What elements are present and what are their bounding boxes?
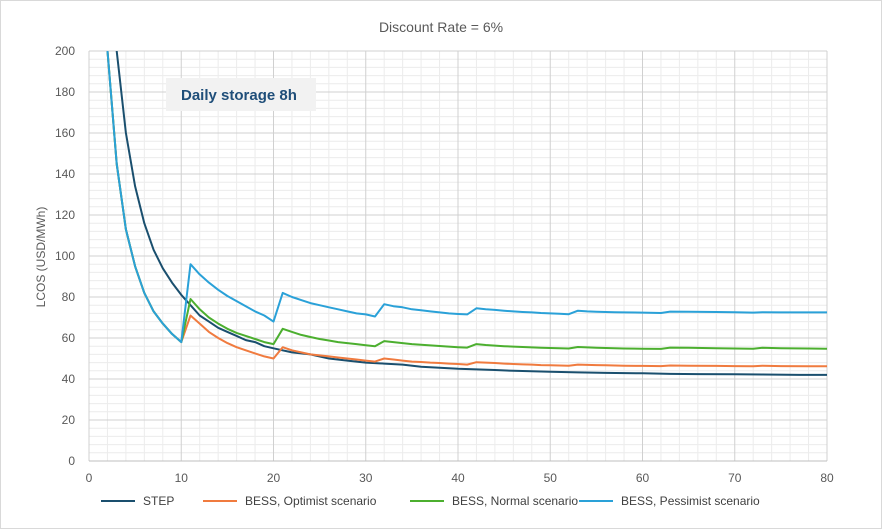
x-tick-label: 60: [636, 471, 650, 485]
legend-label-2: BESS, Normal scenario: [452, 494, 578, 508]
x-tick-label: 20: [267, 471, 281, 485]
major-grid: [88, 50, 828, 462]
y-tick-label: 120: [55, 208, 75, 222]
series-line-1: [106, 51, 827, 368]
x-tick-label: 30: [359, 471, 373, 485]
y-tick-label: 0: [68, 454, 75, 468]
legend-label-3: BESS, Pessimist scenario: [621, 494, 760, 508]
x-tick-label: 40: [451, 471, 465, 485]
y-axis-title: LCOS (USD/MWh): [34, 207, 48, 308]
y-tick-label: 20: [62, 413, 76, 427]
chart-title: Discount Rate = 6%: [379, 19, 503, 35]
y-tick-label: 160: [55, 126, 75, 140]
legend-label-0: STEP: [143, 494, 174, 508]
x-tick-labels: 0 10 20 30 40 50 60 70 80: [86, 471, 834, 485]
y-tick-label: 100: [55, 249, 75, 263]
series-line-2: [106, 51, 827, 350]
legend: STEP BESS, Optimist scenario BESS, Normal …: [101, 494, 760, 508]
y-tick-label: 200: [55, 44, 75, 58]
x-tick-label: 50: [544, 471, 558, 485]
annotation-text: Daily storage 8h: [181, 87, 297, 104]
series-lines: [106, 51, 827, 376]
y-tick-label: 80: [62, 290, 76, 304]
x-tick-label: 70: [728, 471, 742, 485]
y-tick-label: 180: [55, 85, 75, 99]
y-tick-label: 60: [62, 331, 76, 345]
y-tick-labels: 0 20 40 60 80 100 120 140 160 180 200: [55, 44, 75, 468]
annotation-box: [166, 78, 316, 111]
legend-label-1: BESS, Optimist scenario: [245, 494, 377, 508]
x-tick-label: 0: [86, 471, 93, 485]
series-line-0: [115, 51, 827, 376]
x-tick-label: 10: [175, 471, 189, 485]
y-tick-label: 40: [62, 372, 76, 386]
series-line-3: [106, 51, 827, 344]
x-tick-label: 80: [820, 471, 834, 485]
y-tick-label: 140: [55, 167, 75, 181]
